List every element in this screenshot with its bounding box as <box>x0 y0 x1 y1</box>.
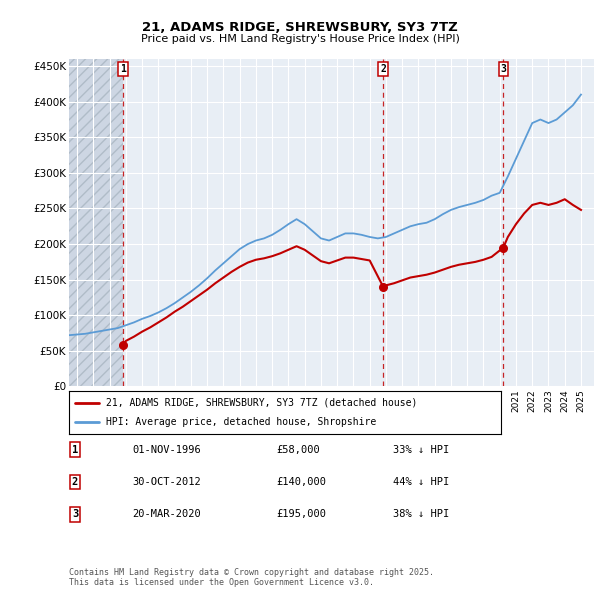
Text: Price paid vs. HM Land Registry's House Price Index (HPI): Price paid vs. HM Land Registry's House … <box>140 34 460 44</box>
Text: 38% ↓ HPI: 38% ↓ HPI <box>393 510 449 519</box>
Text: 1: 1 <box>120 64 126 74</box>
Text: 21, ADAMS RIDGE, SHREWSBURY, SY3 7TZ: 21, ADAMS RIDGE, SHREWSBURY, SY3 7TZ <box>142 21 458 34</box>
Text: Contains HM Land Registry data © Crown copyright and database right 2025.
This d: Contains HM Land Registry data © Crown c… <box>69 568 434 587</box>
Text: 33% ↓ HPI: 33% ↓ HPI <box>393 445 449 454</box>
Text: 01-NOV-1996: 01-NOV-1996 <box>132 445 201 454</box>
Bar <box>69 59 123 386</box>
Text: 20-MAR-2020: 20-MAR-2020 <box>132 510 201 519</box>
Text: £195,000: £195,000 <box>276 510 326 519</box>
Text: 3: 3 <box>72 510 78 519</box>
Text: HPI: Average price, detached house, Shropshire: HPI: Average price, detached house, Shro… <box>106 417 376 427</box>
Text: 2: 2 <box>72 477 78 487</box>
Text: 30-OCT-2012: 30-OCT-2012 <box>132 477 201 487</box>
Text: £140,000: £140,000 <box>276 477 326 487</box>
Text: £58,000: £58,000 <box>276 445 320 454</box>
Text: 44% ↓ HPI: 44% ↓ HPI <box>393 477 449 487</box>
Text: 21, ADAMS RIDGE, SHREWSBURY, SY3 7TZ (detached house): 21, ADAMS RIDGE, SHREWSBURY, SY3 7TZ (de… <box>106 398 417 408</box>
Text: 2: 2 <box>380 64 386 74</box>
Text: 1: 1 <box>72 445 78 454</box>
Text: 3: 3 <box>500 64 506 74</box>
